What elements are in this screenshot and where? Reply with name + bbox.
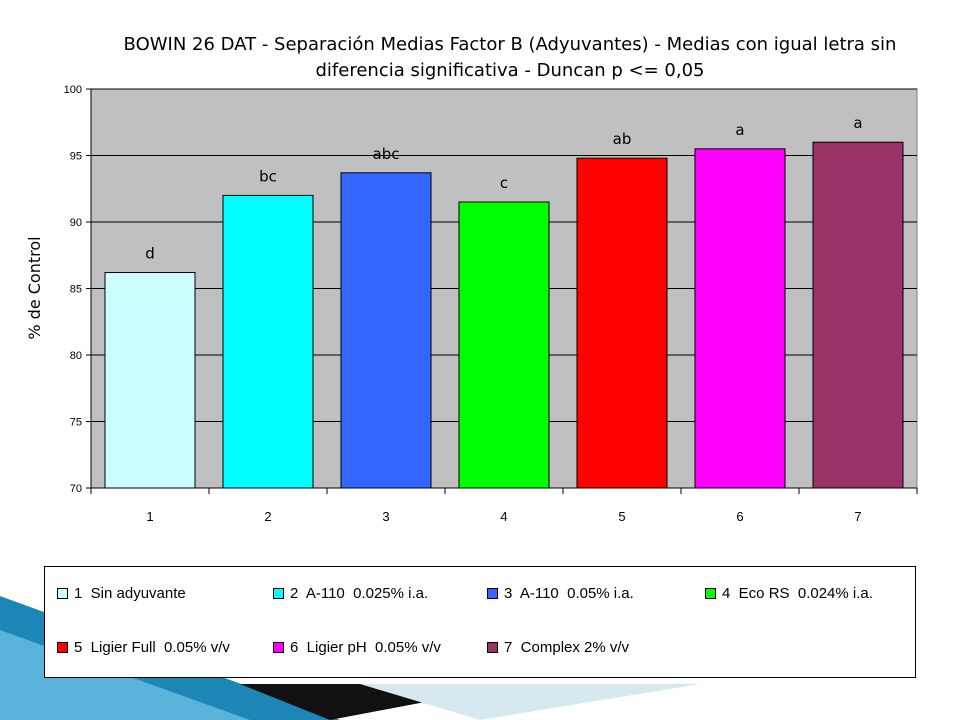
legend-label: 7 Complex 2% v/v — [504, 639, 630, 656]
legend: 1 Sin adyuvante 2 A-110 0.025% i.a. 3 A-11… — [44, 566, 916, 678]
y-tick-label: 85 — [70, 284, 82, 296]
legend-swatch — [273, 642, 284, 653]
significance-letter: a — [735, 121, 744, 139]
chart-title-line-2: diferencia significativa - Duncan p <= 0… — [315, 60, 705, 81]
significance-letter: abc — [373, 145, 400, 163]
decor-pale-stripe — [360, 684, 700, 720]
y-tick-label: 80 — [70, 350, 82, 362]
legend-swatch — [487, 588, 498, 599]
legend-item: 2 A-110 0.025% i.a. — [273, 585, 428, 602]
x-tick-label: 1 — [146, 509, 153, 524]
x-tick-labels: 1 2 3 4 5 6 7 — [146, 509, 861, 524]
bars — [104, 141, 904, 489]
legend-item: 7 Complex 2% v/v — [487, 639, 629, 656]
significance-letter: a — [853, 114, 862, 132]
bar-1 — [104, 272, 196, 489]
legend-label: 3 A-110 0.05% i.a. — [504, 585, 634, 602]
bar-6 — [694, 148, 786, 489]
legend-label: 2 A-110 0.025% i.a. — [290, 585, 429, 602]
legend-swatch — [57, 642, 68, 653]
chart-title: BOWIN 26 DAT - Separación Medias Factor … — [110, 32, 910, 84]
legend-item: 1 Sin adyuvante — [57, 585, 186, 602]
axes — [86, 88, 918, 494]
bar-3 — [340, 172, 432, 489]
x-tick-label: 4 — [500, 509, 507, 524]
bar-4 — [458, 201, 550, 489]
legend-label: 1 Sin adyuvante — [74, 585, 186, 602]
legend-label: 6 Ligier pH 0.05% v/v — [290, 639, 441, 656]
legend-swatch — [57, 588, 68, 599]
bar-5 — [576, 157, 668, 489]
x-tick-label: 6 — [736, 509, 743, 524]
legend-item: 6 Ligier pH 0.05% v/v — [273, 639, 441, 656]
significance-letters: d bc abc c ab a a — [145, 114, 862, 262]
bar-2 — [222, 194, 314, 489]
legend-swatch — [705, 588, 716, 599]
significance-letter: bc — [259, 167, 277, 185]
significance-letter: c — [500, 174, 508, 192]
x-tick-label: 7 — [854, 509, 861, 524]
legend-item: 3 A-110 0.05% i.a. — [487, 585, 634, 602]
x-tick-label: 2 — [264, 509, 271, 524]
x-tick-label: 5 — [618, 509, 625, 524]
legend-swatch — [487, 642, 498, 653]
y-tick-label: 70 — [70, 483, 82, 495]
y-axis-label: % de Control — [25, 236, 44, 339]
y-tick-label: 75 — [70, 417, 82, 429]
bar-chart: 70 75 80 85 90 95 100 1 2 3 4 5 6 7 d bc abc c ab a a % de… — [25, 84, 918, 524]
y-tick-labels: 70 75 80 85 90 95 100 — [64, 84, 82, 495]
y-tick-label: 100 — [64, 84, 82, 96]
legend-item: 4 Eco RS 0.024% i.a. — [705, 585, 873, 602]
legend-label: 5 Ligier Full 0.05% v/v — [74, 639, 230, 656]
significance-letter: ab — [613, 130, 632, 148]
y-tick-label: 90 — [70, 217, 82, 229]
bar-7 — [812, 141, 904, 489]
y-tick-label: 95 — [70, 151, 82, 163]
legend-swatch — [273, 588, 284, 599]
x-tick-label: 3 — [382, 509, 389, 524]
legend-item: 5 Ligier Full 0.05% v/v — [57, 639, 230, 656]
chart-title-line-1: BOWIN 26 DAT - Separación Medias Factor … — [123, 34, 897, 55]
legend-label: 4 Eco RS 0.024% i.a. — [722, 585, 873, 602]
significance-letter: d — [145, 245, 155, 263]
